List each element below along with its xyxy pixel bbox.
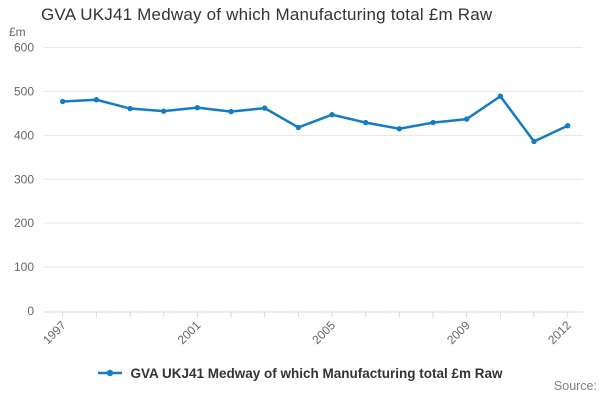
y-axis-tick-label: 100 — [14, 260, 34, 274]
data-point[interactable] — [228, 108, 234, 115]
y-axis-tick-label: 300 — [14, 172, 34, 186]
y-axis-tick-label: 500 — [14, 84, 34, 98]
data-line[interactable] — [61, 94, 569, 143]
data-point[interactable] — [60, 98, 66, 105]
y-axis-tick-label: 200 — [14, 216, 34, 230]
data-point[interactable] — [127, 105, 133, 112]
chart-title: GVA UKJ41 Medway of which Manufacturing … — [41, 5, 493, 24]
data-point[interactable] — [565, 122, 571, 129]
legend-marker-icon — [98, 369, 123, 377]
data-point[interactable] — [262, 105, 268, 111]
data-point[interactable] — [194, 104, 201, 111]
data-point[interactable] — [363, 119, 369, 126]
x-axis-label: 2009 — [444, 318, 473, 347]
plot-area: 0 100 200 300 400 500 600 1997 2001 2005 2009 2012 — [14, 41, 583, 347]
legend-item[interactable]: GVA UKJ41 Medway of which Manufacturing … — [0, 361, 600, 385]
data-point[interactable] — [396, 126, 403, 132]
x-axis-label: 1997 — [40, 318, 69, 347]
y-axis-tick-label: 400 — [14, 128, 34, 142]
y-axis-tick-label: 600 — [14, 41, 34, 55]
data-point[interactable] — [93, 97, 100, 103]
x-axis-label: 2005 — [309, 318, 338, 347]
x-axis-label: 2012 — [545, 318, 574, 347]
data-point[interactable] — [464, 116, 470, 122]
x-axis-label: 2001 — [175, 318, 204, 347]
y-axis-tick-label: 0 — [27, 304, 34, 318]
y-axis-unit-label: £m — [9, 25, 26, 39]
source-label: Source: — [553, 379, 597, 393]
data-point[interactable] — [497, 93, 504, 99]
data-point[interactable] — [430, 119, 436, 126]
data-point[interactable] — [531, 138, 537, 145]
data-point[interactable] — [329, 111, 335, 118]
legend-label: GVA UKJ41 Medway of which Manufacturing … — [130, 365, 503, 381]
data-point[interactable] — [295, 124, 302, 131]
data-point[interactable] — [161, 108, 167, 114]
